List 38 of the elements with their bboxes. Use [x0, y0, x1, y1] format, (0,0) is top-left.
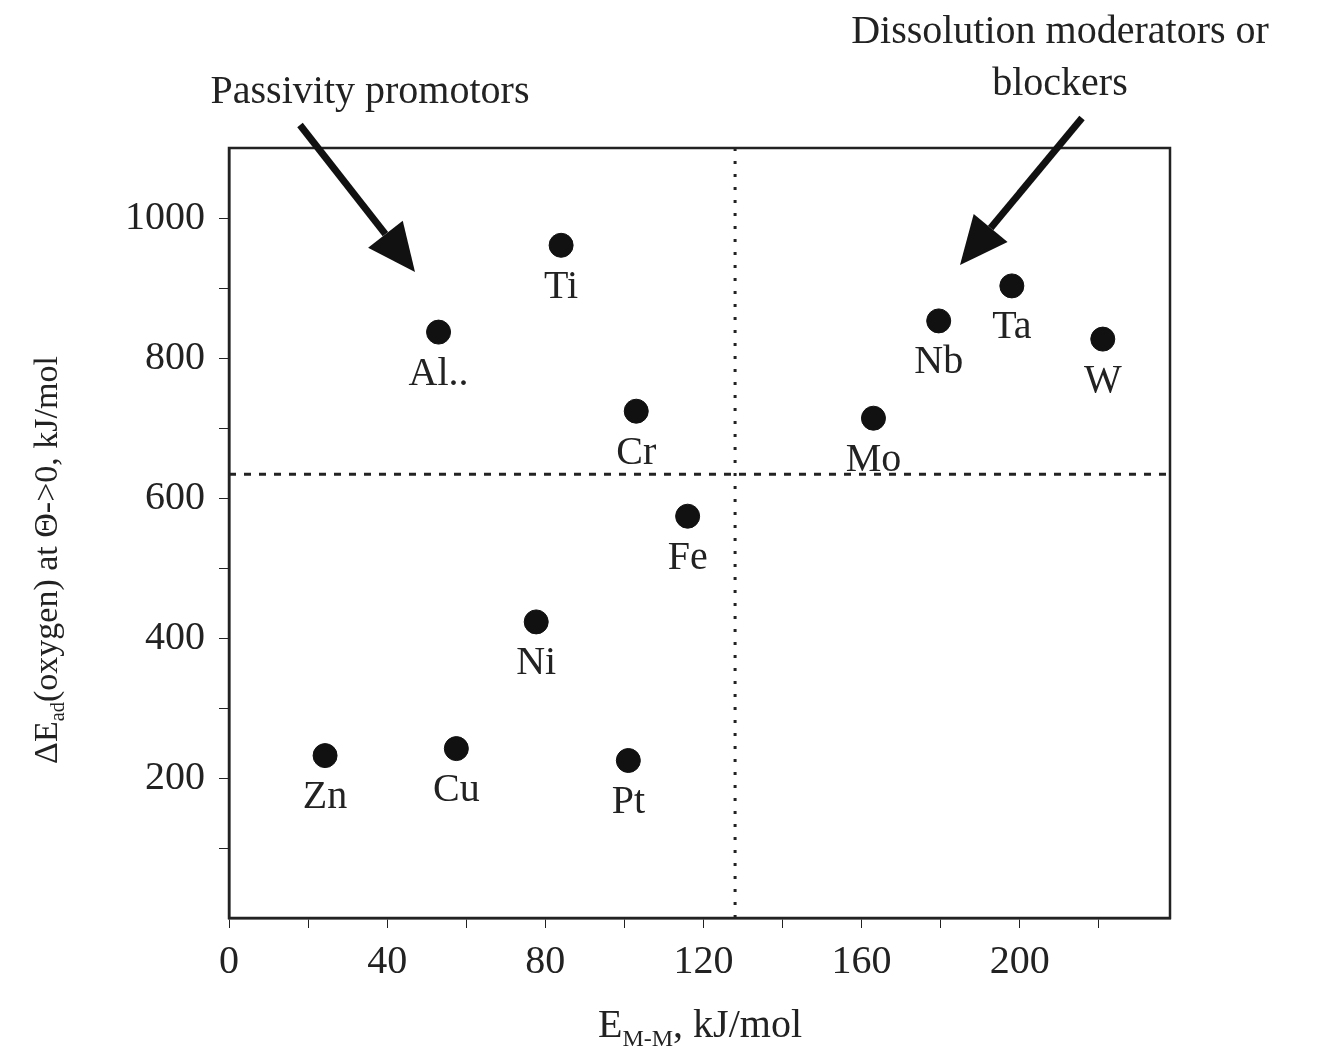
x-tick-label: 0 [219, 936, 239, 982]
point [860, 405, 886, 431]
text: Passivity promotors [209, 66, 531, 114]
annotation: Cu [433, 765, 480, 811]
annotation: Pt [611, 777, 646, 822]
y-tick-label: 600 [145, 472, 205, 518]
point [675, 503, 701, 529]
annotation: Al.. [408, 348, 469, 394]
annotation: Zn [302, 772, 348, 818]
annotation: Nb [914, 337, 964, 383]
annotation: Mo [845, 434, 902, 480]
y-tick-label: 400 [145, 612, 205, 658]
point [548, 232, 574, 258]
point [1090, 326, 1116, 352]
annotation: Fe [667, 532, 708, 578]
x-tick-label: 80 [525, 936, 566, 982]
annotation: Ni [516, 638, 557, 684]
point [426, 319, 452, 345]
x-tick-label: 160 [831, 936, 892, 982]
point [443, 736, 469, 762]
x-axis-title: E$_{M-M}$, kJ/mol [597, 1000, 803, 1049]
y-tick-label: 800 [145, 332, 205, 378]
point [623, 398, 649, 424]
annotation: Ta [992, 302, 1032, 348]
x-tick-label: 120 [673, 936, 734, 982]
point [312, 743, 338, 769]
annotation: Ti [544, 261, 579, 307]
point [615, 748, 641, 773]
x-tick-label: 40 [367, 936, 408, 982]
text: Dissolution moderators or blockers [850, 6, 1270, 106]
point [926, 308, 952, 334]
annotation: Cr [616, 427, 657, 473]
y-tick-label: 1000 [125, 192, 205, 238]
point [523, 609, 549, 635]
y-tick-label: 200 [145, 752, 205, 798]
annotation: W [1083, 355, 1122, 401]
point [999, 273, 1025, 299]
x-tick-label: 200 [989, 936, 1050, 982]
